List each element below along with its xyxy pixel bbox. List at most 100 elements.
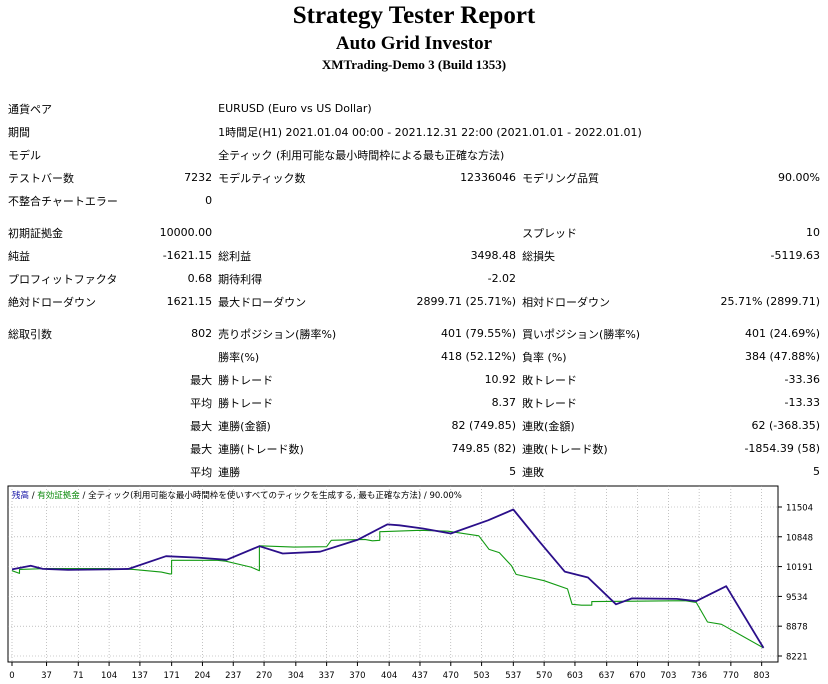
x-tick-label: 404: [381, 671, 397, 681]
y-axis: 11504 10848 10191 9534 8878 8221: [778, 504, 813, 663]
x-tick-label: 637: [599, 671, 615, 681]
x-tick-label: 703: [660, 671, 676, 681]
x-tick-label: 37: [41, 671, 52, 681]
symbol-value: EURUSD (Euro vs US Dollar): [218, 102, 372, 115]
long-label: 買いポジション(勝率%): [522, 327, 641, 341]
short-value: 401 (79.55%): [441, 327, 517, 340]
equity-line: [11, 529, 764, 649]
consec-trades-row: 最大 連勝(トレード数) 749.85 (82) 連敗(トレード数) -1854…: [8, 437, 826, 460]
y-tick-label: 11504: [786, 504, 813, 514]
total-label: 総取引数: [8, 327, 52, 341]
expected-label: 期待利得: [218, 272, 263, 286]
consec-loss-trades-value: -1854.39 (58): [744, 442, 820, 455]
long-value: 401 (24.69%): [744, 327, 820, 340]
consec-loss-money-value: 62 (-368.35): [751, 419, 820, 432]
x-tick-label: 437: [412, 671, 428, 681]
y-tick-label: 10191: [786, 563, 813, 573]
max-loss-value: -33.36: [784, 373, 820, 386]
report-table: 通貨ペア EURUSD (Euro vs US Dollar) 期間 1時間足(…: [8, 97, 826, 483]
model-value: 全ティック (利用可能な最小時間枠による最も正確な方法): [218, 148, 505, 162]
symbol-label: 通貨ペア: [8, 102, 52, 116]
spread-value: 10: [806, 226, 820, 239]
x-tick-label: 736: [691, 671, 707, 681]
server-name: XMTrading-Demo 3 (Build 1353): [321, 57, 507, 72]
grid: [8, 486, 778, 662]
gross-profit-label: 総利益: [218, 249, 252, 263]
x-tick-label: 304: [288, 671, 304, 681]
x-tick-label: 204: [194, 671, 210, 681]
max-trade-row: 最大 勝トレード 10.92 敗トレード -33.36: [8, 368, 826, 391]
plot-frame: [7, 485, 779, 663]
legend-separator: /: [80, 491, 88, 501]
max-win-value: 10.92: [484, 373, 517, 386]
x-tick-label: 503: [473, 671, 489, 681]
max-dd-value: 2899.71 (25.71%): [416, 295, 517, 308]
legend-equity: 有効証拠金: [37, 490, 80, 501]
net-row: 純益 -1621.15 総利益 3498.48 総損失 -5119.63: [8, 244, 826, 267]
avg-win-label: 勝トレード: [218, 396, 274, 410]
bars-value: 7232: [184, 171, 213, 184]
x-tick-label: 71: [73, 671, 84, 681]
x-tick-label: 104: [101, 671, 117, 681]
deposit-value: 10000.00: [159, 226, 213, 239]
balance-line: [11, 508, 765, 649]
x-tick-label: 137: [132, 671, 148, 681]
avg-consec-loss-value: 5: [813, 465, 820, 478]
x-tick-label: 803: [754, 671, 770, 681]
gross-profit-value: 3498.48: [470, 249, 517, 262]
avg-consec-row: 平均 連勝 5 連敗 5: [8, 460, 826, 483]
deposit-row: 初期証拠金 10000.00 スプレッド 10: [8, 221, 826, 244]
model-row: モデル 全ティック (利用可能な最小時間枠による最も正確な方法): [8, 143, 826, 166]
gross-loss-value: -5119.63: [770, 249, 820, 262]
win-rate-value: 418 (52.12%): [441, 350, 517, 363]
max-label: 最大: [190, 373, 213, 387]
errors-value: 0: [205, 194, 213, 207]
period-label: 期間: [8, 125, 30, 139]
abs-dd-value: 1621.15: [166, 295, 213, 308]
x-tick-label: 337: [318, 671, 334, 681]
max-loss-label: 敗トレード: [522, 373, 578, 387]
x-tick-label: 470: [443, 671, 459, 681]
quality-label: モデリング品質: [522, 171, 600, 185]
gross-loss-label: 総損失: [522, 249, 556, 263]
consec-win-money-label: 連勝(金額): [218, 419, 271, 433]
quality-value: 90.00%: [778, 171, 820, 184]
errors-row: 不整合チャートエラー 0: [8, 189, 826, 212]
deposit-label: 初期証拠金: [8, 226, 63, 240]
abs-dd-label: 絶対ドローダウン: [8, 295, 96, 309]
max-dd-label: 最大ドローダウン: [218, 295, 307, 309]
x-tick-label: 171: [164, 671, 180, 681]
avg-consec-win-value: 5: [509, 465, 517, 478]
max-label: 最大: [190, 419, 213, 433]
total-row: 総取引数 802 売りポジション(勝率%) 401 (79.55%) 買いポジシ…: [8, 322, 826, 345]
legend-quality: 90.00%: [429, 491, 461, 501]
legend-separator: /: [29, 491, 37, 501]
y-tick-label: 10848: [786, 533, 813, 543]
x-tick-label: 603: [567, 671, 583, 681]
pf-value: 0.68: [187, 272, 213, 285]
rate-row: 勝率(%) 418 (52.12%) 負率 (%) 384 (47.88%): [8, 345, 826, 368]
ticks-value: 12336046: [460, 171, 517, 184]
x-tick-label: 237: [225, 671, 241, 681]
x-tick-label: 537: [505, 671, 521, 681]
period-value: 1時間足(H1) 2021.01.04 00:00 - 2021.12.31 2…: [218, 125, 642, 139]
consec-win-money-value: 82 (749.85): [451, 419, 517, 432]
bars-label: テストバー数: [8, 171, 74, 185]
legend-separator: /: [421, 491, 429, 501]
rel-dd-value: 25.71% (2899.71): [720, 295, 820, 308]
loss-rate-label: 負率 (%): [522, 350, 567, 364]
consec-loss-trades-label: 連敗(トレード数): [522, 442, 608, 456]
loss-rate-value: 384 (47.88%): [744, 350, 820, 363]
ticks-label: モデルティック数: [218, 171, 306, 185]
x-axis: 0 37 71 104 137 171 204 237 270 304 337 370 404 437 47…: [9, 662, 770, 681]
net-label: 純益: [8, 249, 30, 263]
consec-money-row: 最大 連勝(金額) 82 (749.85) 連敗(金額) 62 (-368.35…: [8, 414, 826, 437]
avg-label: 平均: [190, 396, 213, 410]
ea-name: Auto Grid Investor: [335, 33, 493, 54]
x-tick-label: 670: [629, 671, 645, 681]
legend-balance: 残高: [12, 490, 29, 501]
balance-chart: 残高 / 有効証拠金 / 全ティック(利用可能な最小時間枠を使いすべてのティック…: [7, 485, 813, 681]
report-title: Strategy Tester Report: [292, 2, 536, 29]
rel-dd-label: 相対ドローダウン: [522, 295, 611, 309]
period-row: 期間 1時間足(H1) 2021.01.04 00:00 - 2021.12.3…: [8, 120, 826, 143]
